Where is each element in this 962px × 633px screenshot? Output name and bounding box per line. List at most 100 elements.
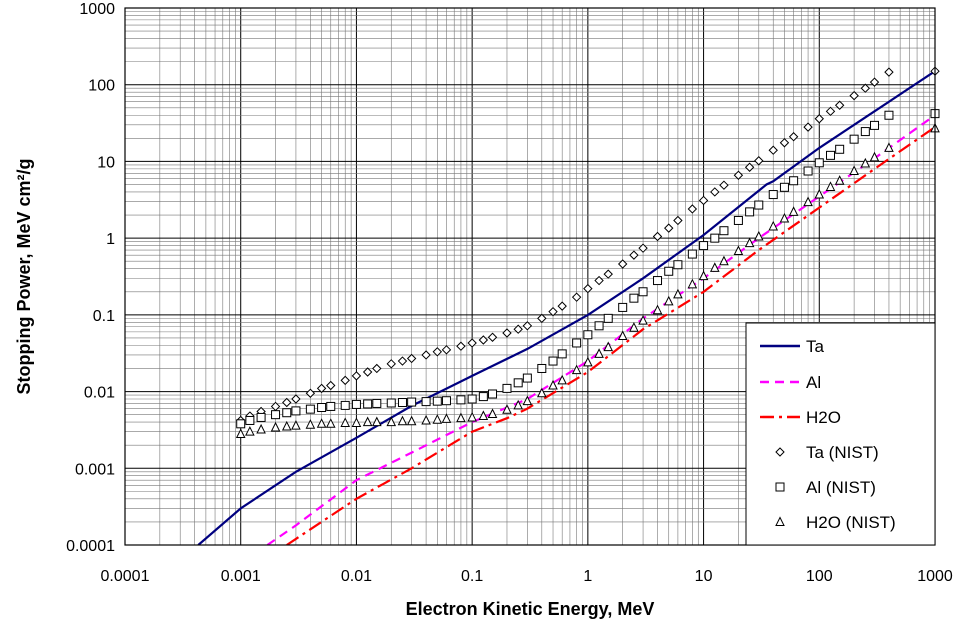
data-point-ta-nist [617,259,628,269]
data-point-h2o-nist [502,404,512,414]
data-point-h2o-nist [548,379,558,390]
data-point-al-nist [719,226,729,236]
data-point-al-nist [825,150,835,160]
data-point-ta-nist [316,383,327,394]
data-point-h2o-nist [432,414,443,424]
data-point-al-nist [653,276,663,286]
data-point-ta-nist [869,77,880,87]
data-point-h2o-nist [478,410,489,421]
data-point-ta-nist [432,347,443,357]
data-point-ta-nist [487,332,498,342]
data-point-al-nist [835,144,845,154]
data-point-h2o-nist [351,417,362,427]
data-point-ta-nist [362,367,373,377]
data-point-h2o-nist [617,330,628,341]
data-point-ta-nist [441,345,452,355]
y-tick-label: 0.0001 [66,538,115,555]
data-point-ta-nist [860,83,871,93]
data-point-ta-nist [638,243,648,253]
data-point-al-nist [884,110,894,120]
data-point-ta-nist [502,328,512,338]
data-point-al-nist [488,389,498,399]
x-tick-label: 0.01 [341,568,372,585]
legend-label-ta-nist: Ta (NIST) [806,443,879,462]
data-point-ta-nist [664,223,674,233]
data-point-ta-nist [372,363,382,374]
data-point-al-nist [421,397,431,407]
data-point-al-nist [557,349,567,359]
x-axis-title: Electron Kinetic Energy, MeV [406,599,655,619]
data-point-al-nist [513,378,523,388]
data-point-ta-nist [849,90,859,101]
data-point-al-nist [317,402,327,412]
series-line-ta [197,70,935,545]
data-point-h2o-nist [386,416,397,427]
data-point-al-nist [814,158,824,168]
data-point-al-nist [548,356,558,366]
x-tick-label: 1 [583,568,592,585]
x-tick-label: 0.001 [221,568,261,585]
data-point-ta-nist [687,204,698,214]
data-point-h2o-nist [406,415,417,426]
data-point-h2o-nist [281,420,292,431]
data-point-al-nist [291,406,301,416]
data-point-ta-nist [406,353,417,364]
data-point-ta-nist [282,397,292,408]
data-point-h2o-nist [583,356,593,367]
x-tick-label: 0.1 [461,568,483,585]
data-point-al-nist [372,398,382,408]
data-point-ta-nist [825,106,836,117]
plot-area-border [124,7,936,546]
y-axis-title: Stopping Power, MeV cm²/g [14,158,34,394]
data-point-al-nist [502,383,512,393]
data-point-ta-nist [603,269,613,279]
data-point-ta-nist [754,156,764,166]
data-point-h2o-nist [467,411,477,422]
data-point-al-nist [687,249,697,259]
legend-label-al: Al [806,373,821,392]
data-point-h2o-nist [733,245,744,255]
data-point-al-nist [789,176,799,186]
data-point-h2o-nist [834,175,845,185]
data-point-ta-nist [522,321,533,331]
data-point-h2o-nist [235,428,246,438]
data-point-h2o-nist [291,419,301,430]
data-point-ta-nist [710,187,720,197]
data-point-h2o-nist [768,220,779,231]
legend-label-al-nist: Al (NIST) [806,478,876,497]
data-point-h2o-nist [638,315,648,325]
data-point-h2o-nist [719,255,729,266]
data-point-h2o-nist [788,206,799,216]
x-tick-label: 100 [806,568,833,585]
y-tick-label: 0.01 [84,385,115,402]
data-point-h2o-nist [825,181,836,191]
data-point-al-nist [282,408,292,418]
series-layer [197,66,940,545]
legend-swatch-h2o-nist [775,516,785,526]
data-point-al-nist [441,396,451,406]
legend-label-ta: Ta [806,337,825,356]
data-point-h2o-nist [340,417,351,427]
data-point-al-nist [699,241,709,251]
data-point-al-nist [432,396,442,406]
data-point-h2o-nist [371,416,382,427]
data-point-ta-nist [629,250,639,260]
data-point-al-nist [664,266,674,276]
data-point-al-nist [456,395,466,405]
data-point-al-nist [363,399,373,409]
data-point-h2o-nist [441,413,452,423]
data-point-ta-nist [719,180,729,190]
data-point-h2o-nist [744,237,755,248]
data-point-h2o-nist [537,387,547,398]
data-point-al-nist [673,260,683,270]
data-point-h2o-nist [687,278,698,289]
data-point-ta-nist [397,356,408,366]
data-point-h2o-nist [245,426,255,436]
data-point-al-nist [754,200,764,210]
data-point-ta-nist [571,292,582,302]
data-point-ta-nist [673,215,683,226]
data-point-ta-nist [291,394,301,404]
data-point-h2o-nist [629,322,639,332]
data-point-h2o-nist [513,399,523,410]
